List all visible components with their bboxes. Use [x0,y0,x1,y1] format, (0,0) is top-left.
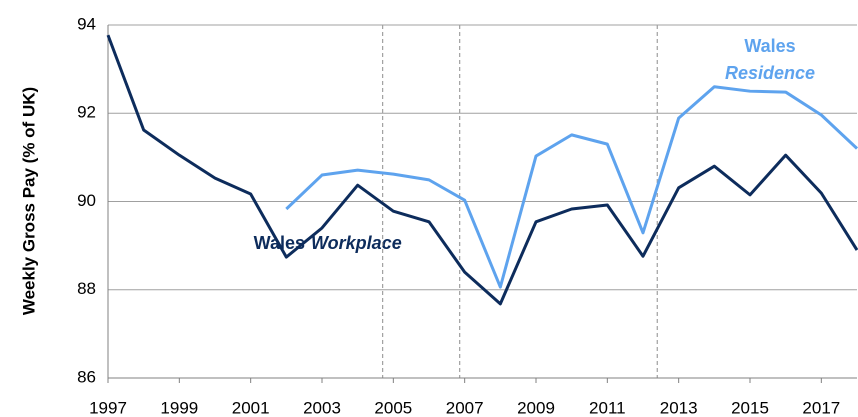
y-tick-label: 90 [77,191,96,210]
y-tick-label: 92 [77,103,96,122]
x-tick-label: 2017 [802,398,840,417]
x-tick-label: 2005 [374,398,412,417]
x-tick-label: 2001 [232,398,270,417]
y-tick-label: 94 [77,14,96,33]
y-tick-label: 86 [77,367,96,386]
line-series [285,85,858,289]
x-tick-label: 2015 [731,398,769,417]
x-tick-label: 2009 [517,398,555,417]
x-tick-label: 2013 [660,398,698,417]
x-tick-label: 1999 [160,398,198,417]
x-tick-label: 2003 [303,398,341,417]
y-axis-label: Weekly Gross Pay (% of UK) [19,87,38,315]
annotation: Wales [744,36,795,56]
annotation: Workplace [311,233,402,253]
y-tick-label: 88 [77,279,96,298]
annotation: Residence [725,63,815,83]
x-tick-label: 1997 [89,398,127,417]
x-tick-label: 2011 [589,398,626,417]
line-series [106,34,858,306]
x-tick-label: 2007 [446,398,484,417]
